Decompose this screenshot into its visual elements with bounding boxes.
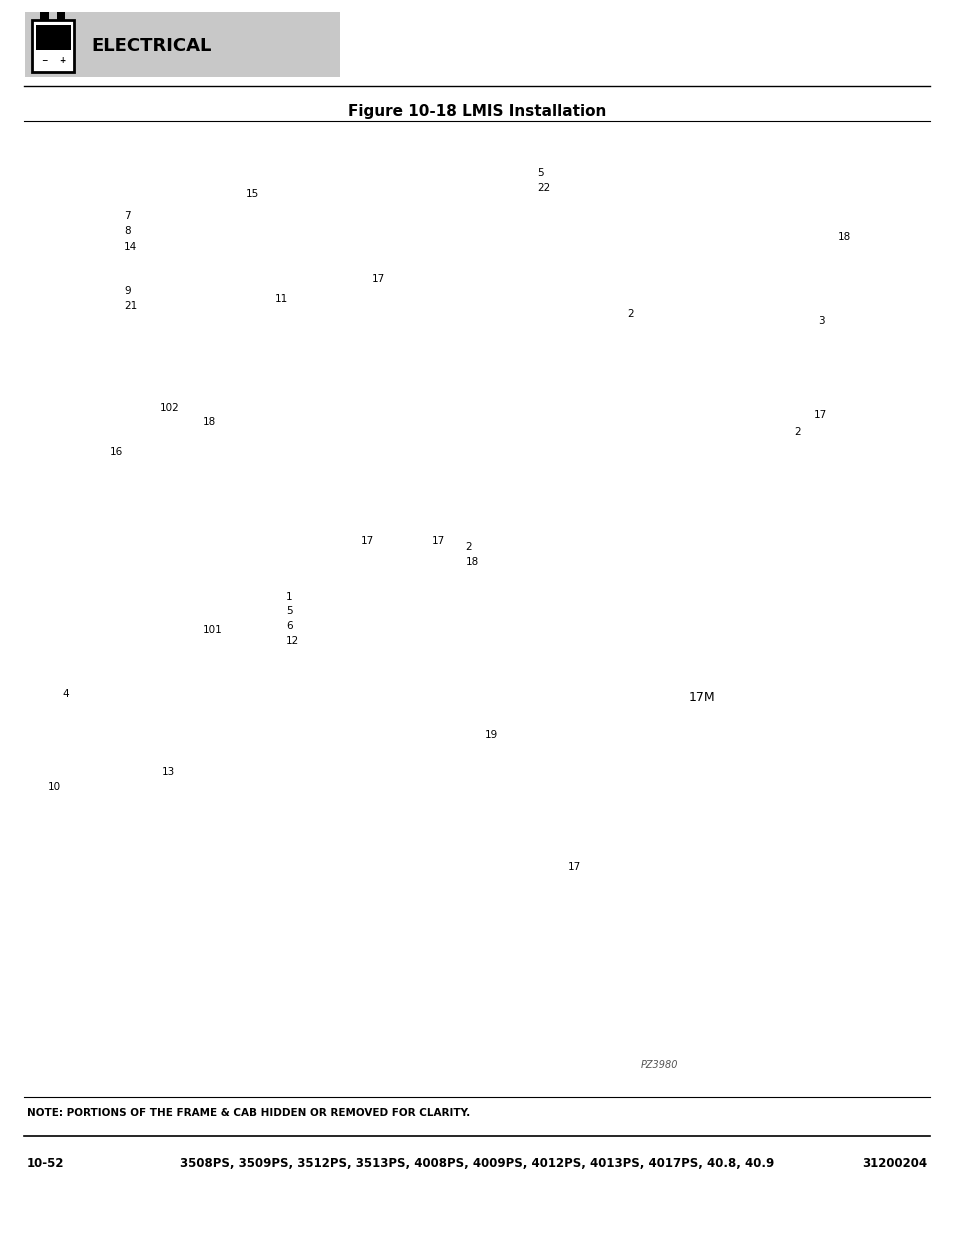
Text: +: +: [59, 56, 66, 65]
Text: 5: 5: [286, 606, 293, 616]
Text: 21: 21: [124, 301, 137, 311]
Text: 6: 6: [286, 621, 293, 631]
Text: 17: 17: [432, 536, 445, 546]
Text: 7: 7: [124, 211, 131, 221]
Text: 2: 2: [627, 309, 634, 319]
Text: 5: 5: [537, 168, 543, 178]
Text: 10: 10: [48, 782, 61, 792]
Text: 3: 3: [818, 316, 824, 326]
Text: 12: 12: [286, 636, 299, 646]
Text: 2: 2: [465, 542, 472, 552]
Text: 8: 8: [124, 226, 131, 236]
Text: 101: 101: [203, 625, 223, 635]
Text: 9: 9: [124, 287, 131, 296]
Text: NOTE: PORTIONS OF THE FRAME & CAB HIDDEN OR REMOVED FOR CLARITY.: NOTE: PORTIONS OF THE FRAME & CAB HIDDEN…: [27, 1108, 470, 1118]
Text: 11: 11: [274, 294, 288, 304]
Text: 17: 17: [372, 274, 385, 284]
Text: 22: 22: [537, 183, 550, 193]
Text: 18: 18: [837, 232, 850, 242]
Bar: [36, 51, 71, 67]
Text: 10-52: 10-52: [27, 1157, 64, 1170]
Text: Figure 10-18 LMIS Installation: Figure 10-18 LMIS Installation: [348, 104, 605, 119]
Text: 1: 1: [286, 592, 293, 601]
FancyBboxPatch shape: [25, 12, 339, 77]
Text: PZ3980: PZ3980: [640, 1060, 678, 1070]
Bar: [36, 25, 71, 53]
Text: 3508PS, 3509PS, 3512PS, 3513PS, 4008PS, 4009PS, 4012PS, 4013PS, 4017PS, 40.8, 40: 3508PS, 3509PS, 3512PS, 3513PS, 4008PS, …: [180, 1157, 773, 1170]
Text: 2: 2: [794, 427, 801, 437]
Text: 17: 17: [567, 862, 580, 872]
Text: 13: 13: [162, 767, 175, 777]
Text: 31200204: 31200204: [862, 1157, 926, 1170]
Bar: [57, 12, 66, 20]
Text: 18: 18: [203, 417, 216, 427]
Text: 19: 19: [484, 730, 497, 740]
Text: 16: 16: [110, 447, 123, 457]
Text: 17: 17: [813, 410, 826, 420]
Text: −: −: [41, 56, 48, 65]
Text: 18: 18: [465, 557, 478, 567]
Text: ELECTRICAL: ELECTRICAL: [91, 37, 212, 54]
Text: 17M: 17M: [688, 692, 715, 704]
Text: 15: 15: [246, 189, 259, 199]
Text: 17: 17: [360, 536, 374, 546]
Bar: [40, 12, 49, 20]
Text: 4: 4: [62, 689, 69, 699]
Text: 14: 14: [124, 242, 137, 252]
Text: 102: 102: [160, 403, 180, 412]
FancyBboxPatch shape: [32, 20, 74, 72]
